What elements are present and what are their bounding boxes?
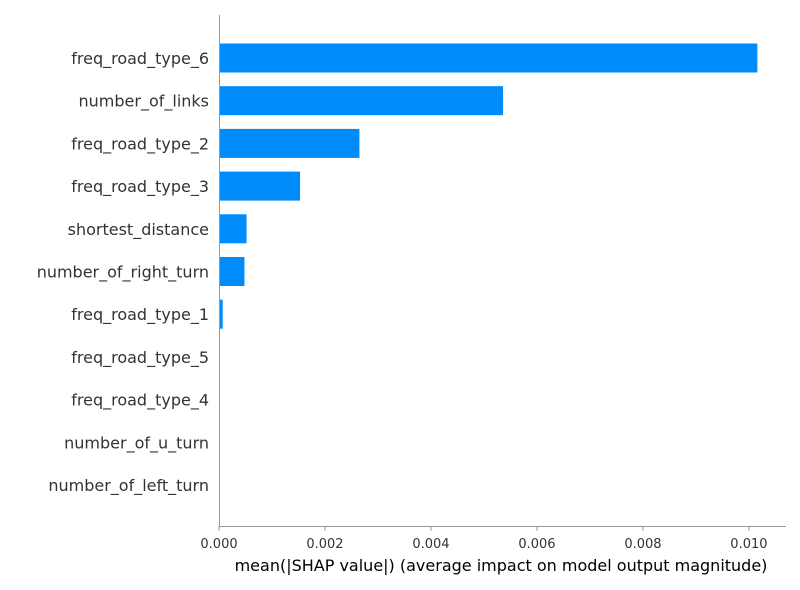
- label-freq-road-type-5: freq_road_type_5: [71, 348, 209, 368]
- bar-freq-road-type-3: [219, 171, 301, 201]
- bar-freq-road-type-6: [219, 43, 758, 73]
- x-axis-title: mean(|SHAP value|) (average impact on mo…: [235, 556, 768, 575]
- label-number-of-left-turn: number_of_left_turn: [48, 476, 209, 496]
- bar-shortest-distance: [219, 214, 247, 244]
- bar-freq-road-type-1: [219, 299, 223, 329]
- category-labels: freq_road_type_6 number_of_links freq_road…: [37, 49, 209, 496]
- bar-number-of-right-turn: [219, 257, 245, 286]
- bars-group: [219, 43, 758, 329]
- x-axis-ticks: 0.000 0.002 0.004 0.006 0.008 0.010: [200, 526, 768, 552]
- label-freq-road-type-2: freq_road_type_2: [71, 134, 209, 154]
- label-freq-road-type-4: freq_road_type_4: [71, 391, 209, 411]
- label-freq-road-type-6: freq_road_type_6: [71, 49, 209, 69]
- bar-number-of-links: [219, 86, 504, 116]
- x-tick-label: 0.000: [200, 537, 237, 552]
- label-number-of-u-turn: number_of_u_turn: [64, 433, 209, 453]
- label-number-of-links: number_of_links: [79, 92, 210, 112]
- label-number-of-right-turn: number_of_right_turn: [37, 263, 209, 283]
- label-freq-road-type-1: freq_road_type_1: [71, 305, 209, 325]
- x-tick-label: 0.010: [730, 537, 767, 552]
- x-tick-label: 0.008: [624, 537, 661, 552]
- x-tick-label: 0.002: [306, 537, 343, 552]
- x-tick-label: 0.006: [518, 537, 555, 552]
- x-tick-label: 0.004: [412, 537, 449, 552]
- label-shortest-distance: shortest_distance: [68, 220, 209, 240]
- label-freq-road-type-3: freq_road_type_3: [71, 177, 209, 197]
- bar-freq-road-type-2: [219, 128, 360, 158]
